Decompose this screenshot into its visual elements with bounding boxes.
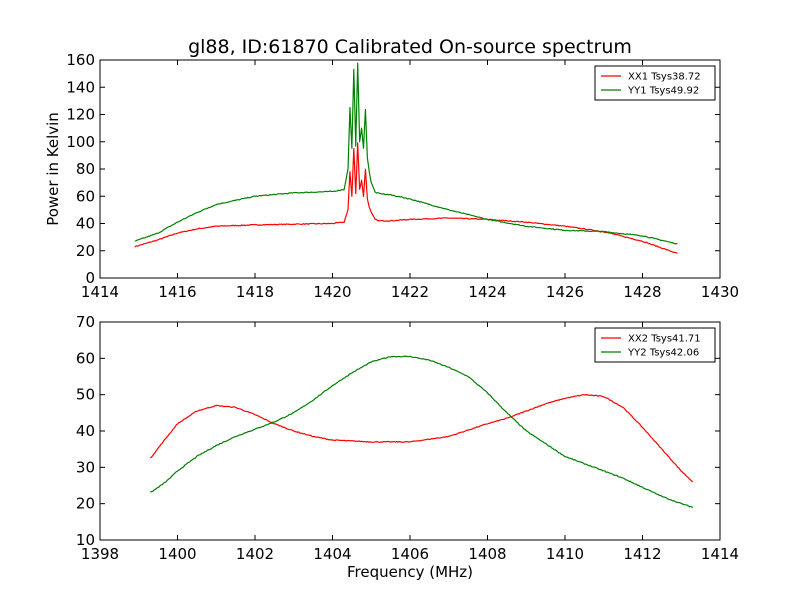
y-tick-label: 10 — [76, 531, 95, 549]
y-tick-label: 60 — [76, 349, 95, 367]
y-tick-label: 140 — [66, 78, 95, 96]
x-tick-label: 1416 — [158, 283, 196, 301]
top-y-axis-label: Power in Kelvin — [44, 112, 62, 226]
y-tick-label: 100 — [66, 133, 95, 151]
y-tick-label: 20 — [76, 495, 95, 513]
x-tick-label: 1424 — [468, 283, 506, 301]
legend-entry-label: YY2 Tsys42.06 — [627, 348, 699, 359]
y-tick-label: 30 — [76, 458, 95, 476]
series-line-top-1 — [134, 62, 678, 245]
x-tick-label: 1430 — [701, 283, 739, 301]
x-tick-label: 1420 — [313, 283, 351, 301]
x-tick-label: 1410 — [546, 545, 584, 563]
y-tick-label: 50 — [76, 386, 95, 404]
x-tick-label: 1412 — [623, 545, 661, 563]
x-tick-label: 1426 — [546, 283, 584, 301]
legend-entry-label: XX2 Tsys41.71 — [628, 334, 701, 345]
x-tick-label: 1408 — [468, 545, 506, 563]
bottom-axis-ticks: 1398 1400 1402 1404 1406 1408 1410 1412 1414 10 20… — [76, 313, 739, 563]
legend-box — [594, 327, 716, 363]
y-tick-label: 120 — [66, 106, 95, 124]
y-tick-label: 0 — [85, 269, 95, 287]
bottom-plot-lines — [150, 355, 694, 508]
series-line-bottom-0 — [150, 394, 694, 483]
x-tick-label: 1414 — [81, 283, 119, 301]
x-axis-label: Frequency (MHz) — [347, 563, 473, 581]
y-tick-label: 80 — [76, 160, 95, 178]
y-tick-label: 70 — [76, 313, 95, 331]
top-axis-ticks: 1414 1416 1418 1420 1422 1424 1426 1428 1430 0 20 4… — [66, 51, 739, 301]
x-tick-label: 1414 — [701, 545, 739, 563]
bottom-panel: 1398 1400 1402 1404 1406 1408 1410 1412 1414 10 20… — [76, 313, 739, 581]
legend-entry-label: XX1 Tsys38.72 — [628, 72, 701, 83]
y-tick-label: 20 — [76, 242, 95, 260]
x-tick-label: 1404 — [313, 545, 351, 563]
bottom-legend: XX2 Tsys41.71 YY2 Tsys42.06 — [594, 327, 716, 363]
legend-box — [594, 65, 716, 101]
series-line-bottom-1 — [150, 355, 694, 508]
x-tick-label: 1402 — [236, 545, 274, 563]
x-tick-label: 1428 — [623, 283, 661, 301]
y-tick-label: 40 — [76, 422, 95, 440]
y-tick-label: 160 — [66, 51, 95, 69]
top-legend: XX1 Tsys38.72 YY1 Tsys49.92 — [594, 65, 716, 101]
x-tick-label: 1406 — [391, 545, 429, 563]
legend-entry-label: YY1 Tsys49.92 — [627, 86, 699, 97]
top-plot-lines — [134, 62, 678, 254]
y-tick-label: 60 — [76, 187, 95, 205]
x-tick-label: 1400 — [158, 545, 196, 563]
top-panel: 1414 1416 1418 1420 1422 1424 1426 1428 1430 0 20 4… — [44, 51, 739, 301]
x-tick-label: 1398 — [81, 545, 119, 563]
x-tick-label: 1418 — [236, 283, 274, 301]
x-tick-label: 1422 — [391, 283, 429, 301]
series-line-top-0 — [134, 142, 678, 254]
y-tick-label: 40 — [76, 215, 95, 233]
figure-title: gl88, ID:61870 Calibrated On-source spec… — [188, 36, 632, 58]
